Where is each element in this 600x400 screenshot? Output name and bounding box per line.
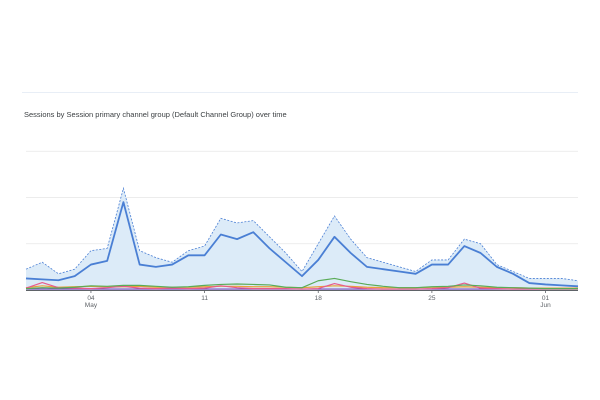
series-lines: [25, 201, 579, 290]
x-tick-label-3: 25: [428, 295, 436, 302]
x-tick-label-2: 18: [315, 295, 323, 302]
chart-title: Sessions by Session primary channel grou…: [24, 110, 287, 119]
x-tick-sublabel-4: Jun: [540, 302, 551, 309]
series-line-2: [25, 282, 578, 290]
band-area: [26, 188, 578, 290]
gridlines: [26, 150, 578, 245]
series-line-1: [25, 277, 578, 290]
x-tick-sublabel-0: May: [85, 302, 98, 309]
series-line-0: [25, 201, 579, 288]
band-upper-edge: [25, 186, 579, 282]
chart-card: Sessions by Session primary channel grou…: [22, 92, 582, 322]
card-divider: [22, 92, 578, 93]
x-tick-label-4: 01: [542, 295, 550, 302]
forecast-band: [25, 186, 579, 290]
x-tick-label-0: 04: [87, 295, 95, 302]
x-tick-label-1: 11: [201, 295, 208, 302]
